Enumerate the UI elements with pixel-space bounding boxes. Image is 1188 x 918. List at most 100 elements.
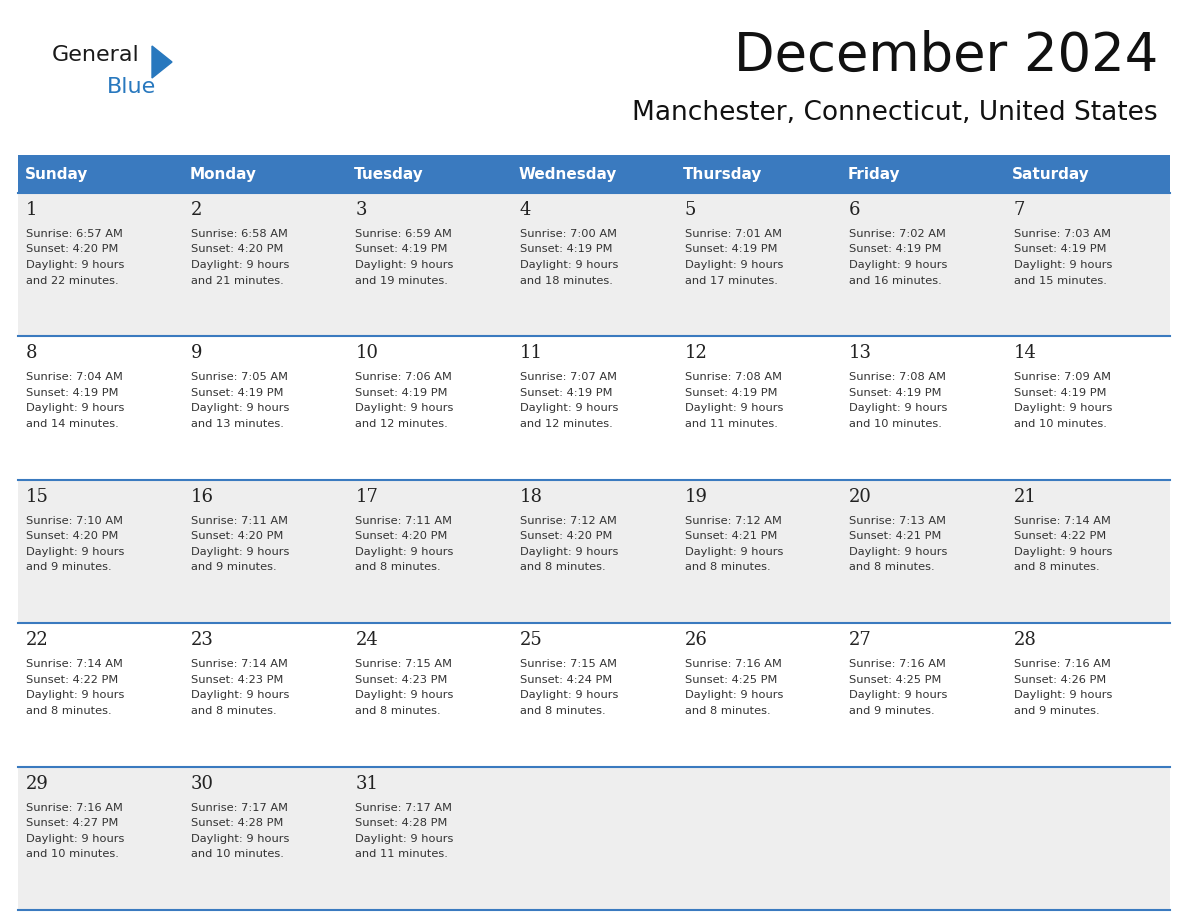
Text: December 2024: December 2024 bbox=[734, 30, 1158, 82]
Text: Sunrise: 7:16 AM: Sunrise: 7:16 AM bbox=[684, 659, 782, 669]
Text: and 10 minutes.: and 10 minutes. bbox=[1013, 419, 1106, 429]
Text: and 8 minutes.: and 8 minutes. bbox=[849, 563, 935, 572]
Text: Daylight: 9 hours: Daylight: 9 hours bbox=[26, 403, 125, 413]
Text: Daylight: 9 hours: Daylight: 9 hours bbox=[355, 547, 454, 557]
Text: Daylight: 9 hours: Daylight: 9 hours bbox=[191, 690, 289, 700]
Text: Sunrise: 7:16 AM: Sunrise: 7:16 AM bbox=[1013, 659, 1111, 669]
Text: Wednesday: Wednesday bbox=[518, 166, 617, 182]
Text: Sunset: 4:19 PM: Sunset: 4:19 PM bbox=[1013, 244, 1106, 254]
Text: Sunset: 4:22 PM: Sunset: 4:22 PM bbox=[26, 675, 119, 685]
Text: 20: 20 bbox=[849, 487, 872, 506]
Text: Sunrise: 6:59 AM: Sunrise: 6:59 AM bbox=[355, 229, 453, 239]
Text: and 9 minutes.: and 9 minutes. bbox=[26, 563, 112, 572]
Text: Daylight: 9 hours: Daylight: 9 hours bbox=[191, 260, 289, 270]
Text: 6: 6 bbox=[849, 201, 860, 219]
Text: Sunset: 4:24 PM: Sunset: 4:24 PM bbox=[520, 675, 612, 685]
Text: Sunrise: 7:12 AM: Sunrise: 7:12 AM bbox=[520, 516, 617, 526]
Text: 23: 23 bbox=[191, 632, 214, 649]
Text: Sunrise: 7:01 AM: Sunrise: 7:01 AM bbox=[684, 229, 782, 239]
Text: Sunrise: 7:04 AM: Sunrise: 7:04 AM bbox=[26, 373, 124, 383]
Text: Sunset: 4:19 PM: Sunset: 4:19 PM bbox=[355, 244, 448, 254]
Text: Sunrise: 7:11 AM: Sunrise: 7:11 AM bbox=[191, 516, 287, 526]
Text: Daylight: 9 hours: Daylight: 9 hours bbox=[849, 547, 948, 557]
Text: 2: 2 bbox=[191, 201, 202, 219]
Text: and 12 minutes.: and 12 minutes. bbox=[355, 419, 448, 429]
Text: Blue: Blue bbox=[107, 77, 157, 97]
Text: 13: 13 bbox=[849, 344, 872, 363]
Text: Sunrise: 7:16 AM: Sunrise: 7:16 AM bbox=[26, 802, 124, 812]
Text: 17: 17 bbox=[355, 487, 378, 506]
Text: Thursday: Thursday bbox=[683, 166, 763, 182]
Text: and 10 minutes.: and 10 minutes. bbox=[191, 849, 284, 859]
Text: 16: 16 bbox=[191, 487, 214, 506]
Text: and 8 minutes.: and 8 minutes. bbox=[26, 706, 112, 716]
Text: Sunset: 4:19 PM: Sunset: 4:19 PM bbox=[520, 244, 613, 254]
Text: and 14 minutes.: and 14 minutes. bbox=[26, 419, 119, 429]
Text: 21: 21 bbox=[1013, 487, 1037, 506]
Text: Sunrise: 7:15 AM: Sunrise: 7:15 AM bbox=[355, 659, 453, 669]
Text: Manchester, Connecticut, United States: Manchester, Connecticut, United States bbox=[632, 100, 1158, 126]
Text: Sunset: 4:20 PM: Sunset: 4:20 PM bbox=[355, 532, 448, 542]
Bar bbox=[18, 155, 1170, 193]
Text: Sunset: 4:20 PM: Sunset: 4:20 PM bbox=[26, 532, 119, 542]
Text: Sunrise: 6:58 AM: Sunrise: 6:58 AM bbox=[191, 229, 287, 239]
Text: 9: 9 bbox=[191, 344, 202, 363]
Text: Sunset: 4:21 PM: Sunset: 4:21 PM bbox=[849, 532, 941, 542]
Text: 3: 3 bbox=[355, 201, 367, 219]
Text: Sunrise: 7:03 AM: Sunrise: 7:03 AM bbox=[1013, 229, 1111, 239]
Bar bbox=[18, 336, 1170, 480]
Text: Sunset: 4:20 PM: Sunset: 4:20 PM bbox=[191, 244, 283, 254]
Text: Saturday: Saturday bbox=[1012, 166, 1089, 182]
Text: Sunrise: 7:06 AM: Sunrise: 7:06 AM bbox=[355, 373, 453, 383]
Bar bbox=[18, 767, 1170, 910]
Text: and 12 minutes.: and 12 minutes. bbox=[520, 419, 613, 429]
Text: and 18 minutes.: and 18 minutes. bbox=[520, 275, 613, 285]
Text: Daylight: 9 hours: Daylight: 9 hours bbox=[1013, 690, 1112, 700]
Text: Friday: Friday bbox=[847, 166, 901, 182]
Text: Sunset: 4:28 PM: Sunset: 4:28 PM bbox=[191, 818, 283, 828]
Text: 7: 7 bbox=[1013, 201, 1025, 219]
Text: 31: 31 bbox=[355, 775, 378, 792]
Text: and 16 minutes.: and 16 minutes. bbox=[849, 275, 942, 285]
Text: 5: 5 bbox=[684, 201, 696, 219]
Text: Sunrise: 7:14 AM: Sunrise: 7:14 AM bbox=[191, 659, 287, 669]
Text: Daylight: 9 hours: Daylight: 9 hours bbox=[26, 834, 125, 844]
Text: Daylight: 9 hours: Daylight: 9 hours bbox=[684, 690, 783, 700]
Text: Sunrise: 7:07 AM: Sunrise: 7:07 AM bbox=[520, 373, 617, 383]
Text: and 8 minutes.: and 8 minutes. bbox=[191, 706, 277, 716]
Text: Daylight: 9 hours: Daylight: 9 hours bbox=[849, 260, 948, 270]
Text: Daylight: 9 hours: Daylight: 9 hours bbox=[191, 834, 289, 844]
Text: 1: 1 bbox=[26, 201, 38, 219]
Text: Sunrise: 7:12 AM: Sunrise: 7:12 AM bbox=[684, 516, 782, 526]
Text: 22: 22 bbox=[26, 632, 49, 649]
Text: Sunrise: 7:16 AM: Sunrise: 7:16 AM bbox=[849, 659, 946, 669]
Text: Monday: Monday bbox=[189, 166, 257, 182]
Text: Sunset: 4:26 PM: Sunset: 4:26 PM bbox=[1013, 675, 1106, 685]
Text: Sunrise: 7:00 AM: Sunrise: 7:00 AM bbox=[520, 229, 617, 239]
Text: Sunrise: 7:05 AM: Sunrise: 7:05 AM bbox=[191, 373, 287, 383]
Text: Sunset: 4:23 PM: Sunset: 4:23 PM bbox=[355, 675, 448, 685]
Text: 27: 27 bbox=[849, 632, 872, 649]
Text: Daylight: 9 hours: Daylight: 9 hours bbox=[520, 690, 618, 700]
Text: 19: 19 bbox=[684, 487, 708, 506]
Text: and 10 minutes.: and 10 minutes. bbox=[849, 419, 942, 429]
Text: Sunset: 4:19 PM: Sunset: 4:19 PM bbox=[684, 388, 777, 397]
Text: Daylight: 9 hours: Daylight: 9 hours bbox=[26, 690, 125, 700]
Text: and 11 minutes.: and 11 minutes. bbox=[355, 849, 448, 859]
Text: Sunset: 4:23 PM: Sunset: 4:23 PM bbox=[191, 675, 283, 685]
Text: Sunrise: 7:14 AM: Sunrise: 7:14 AM bbox=[26, 659, 124, 669]
Text: Sunrise: 6:57 AM: Sunrise: 6:57 AM bbox=[26, 229, 124, 239]
Text: Sunrise: 7:08 AM: Sunrise: 7:08 AM bbox=[684, 373, 782, 383]
Text: Sunset: 4:20 PM: Sunset: 4:20 PM bbox=[26, 244, 119, 254]
Text: Sunday: Sunday bbox=[25, 166, 88, 182]
Text: 29: 29 bbox=[26, 775, 49, 792]
Bar bbox=[18, 623, 1170, 767]
Text: and 22 minutes.: and 22 minutes. bbox=[26, 275, 119, 285]
Text: Daylight: 9 hours: Daylight: 9 hours bbox=[849, 690, 948, 700]
Text: and 19 minutes.: and 19 minutes. bbox=[355, 275, 448, 285]
Text: Sunset: 4:19 PM: Sunset: 4:19 PM bbox=[849, 388, 942, 397]
Text: and 13 minutes.: and 13 minutes. bbox=[191, 419, 284, 429]
Text: Sunset: 4:27 PM: Sunset: 4:27 PM bbox=[26, 818, 119, 828]
Text: 30: 30 bbox=[191, 775, 214, 792]
Text: and 8 minutes.: and 8 minutes. bbox=[684, 563, 770, 572]
